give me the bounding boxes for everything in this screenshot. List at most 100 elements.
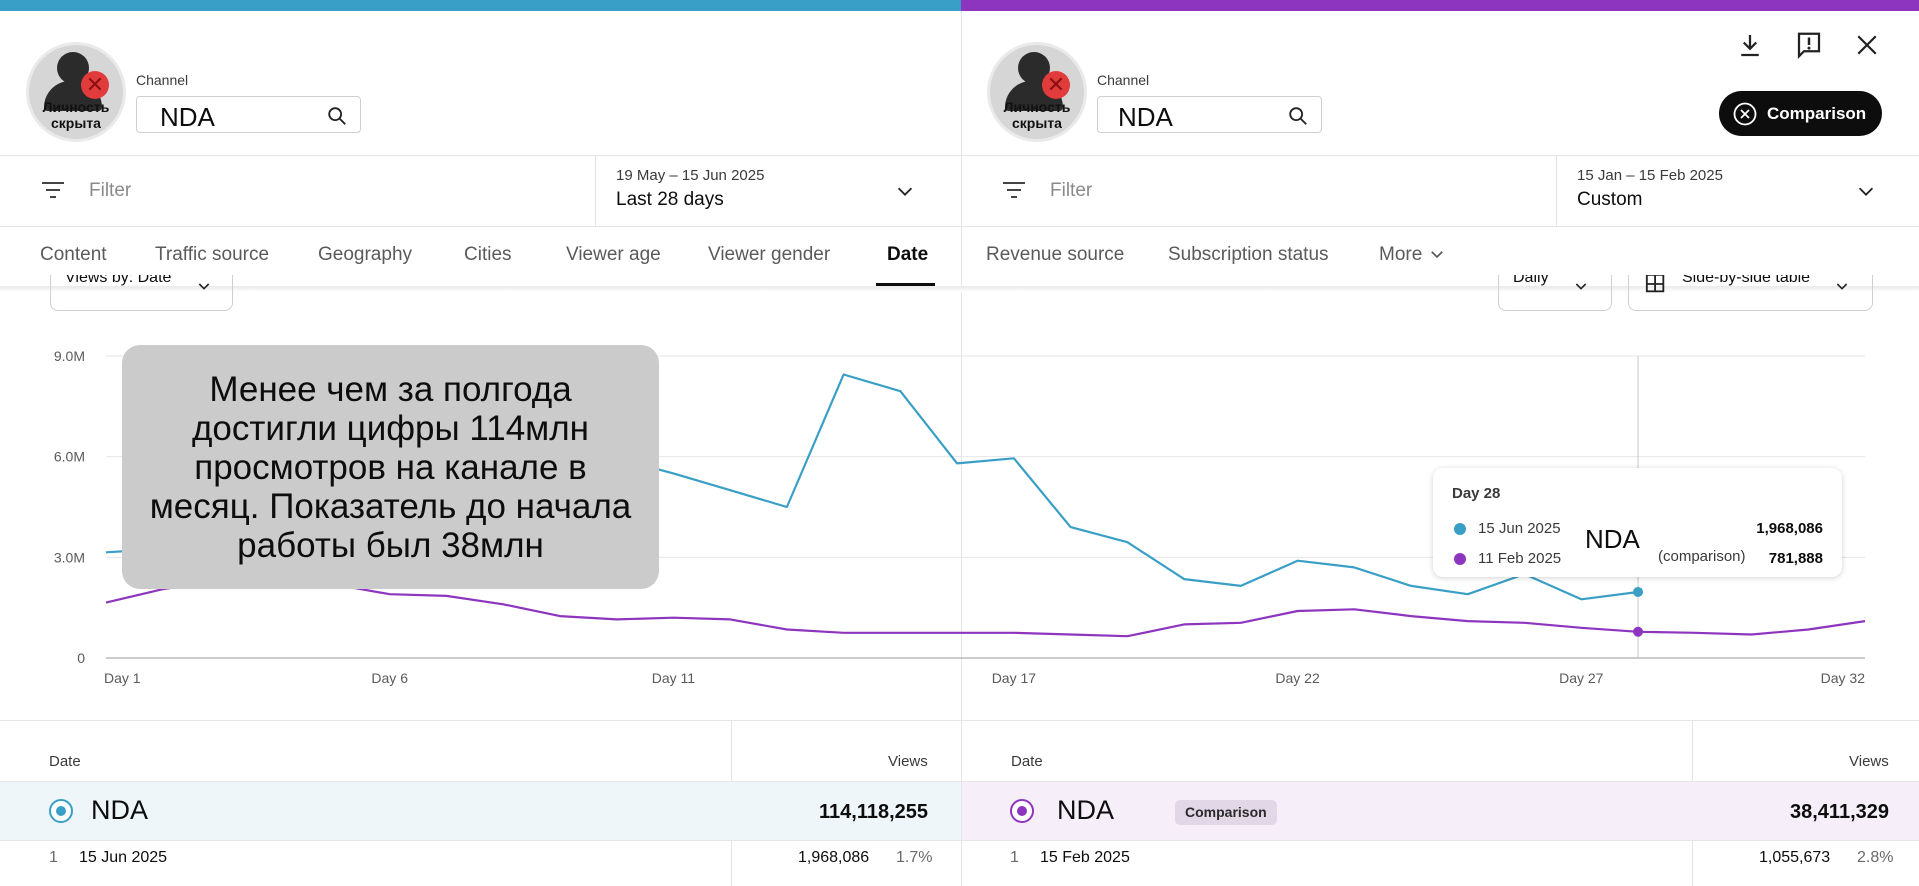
row-views: 1,968,086 (798, 849, 870, 866)
column-header-date[interactable]: Date (1011, 753, 1043, 770)
filter-input[interactable]: Filter (1050, 180, 1093, 201)
tab-geography[interactable]: Geography (318, 244, 413, 265)
table-row-divider (0, 840, 1919, 841)
view-select[interactable]: Side-by-side table (1628, 275, 1873, 311)
table-header-divider (0, 781, 1919, 782)
series-dot (1454, 523, 1466, 535)
tab-subscription-status[interactable]: Subscription status (1168, 244, 1329, 265)
tooltip-row-label: 11 Feb 2025 (1478, 550, 1562, 567)
channel-label: Channel (136, 72, 189, 88)
tooltip-title: Day 28 (1452, 485, 1501, 502)
tab-cities[interactable]: Cities (464, 244, 512, 265)
column-header-views[interactable]: Views (1849, 753, 1889, 770)
comparison-badge: Comparison (1175, 800, 1277, 825)
row-views: 1,055,673 (1759, 849, 1831, 866)
tabs-shadow (0, 286, 1919, 292)
close-icon: ✕ (1042, 71, 1070, 99)
series-dot (1454, 553, 1466, 565)
search-icon[interactable] (1287, 105, 1309, 127)
panel-divider (961, 11, 962, 886)
header-divider (0, 155, 1919, 156)
row-rank: 1 (1010, 849, 1019, 866)
tooltip-row-label: 15 Jun 2025 (1478, 520, 1561, 537)
date-range-text: 15 Jan – 15 Feb 2025 (1577, 167, 1723, 184)
column-header-date[interactable]: Date (49, 753, 81, 770)
channel-search-field[interactable]: NDA (1097, 96, 1322, 133)
comparison-button[interactable]: Comparison (1719, 91, 1882, 136)
x-tick-label: Day 6 (371, 670, 408, 686)
filter-date-divider (595, 156, 596, 226)
channel-avatar: ✕ Личность скрыта (26, 42, 126, 142)
total-views: 114,118,255 (819, 801, 929, 823)
filter-input[interactable]: Filter (89, 180, 132, 201)
granularity-select[interactable]: Daily (1498, 275, 1612, 311)
date-preset-select[interactable]: Custom (1577, 189, 1643, 210)
row-share: 2.8% (1857, 849, 1894, 866)
primary-color-stripe (0, 0, 961, 11)
tab-date[interactable]: Date (887, 244, 929, 265)
y-tick-label: 9.0M (54, 348, 85, 364)
comparison-color-stripe (961, 0, 1919, 11)
filter-date-divider (1556, 156, 1557, 226)
feedback-icon[interactable] (1794, 30, 1824, 60)
chevron-down-icon (1836, 283, 1848, 290)
tooltip-channel: NDA (1585, 524, 1640, 554)
column-header-views[interactable]: Views (888, 753, 928, 770)
total-row (0, 782, 961, 840)
date-range-text: 19 May – 15 Jun 2025 (616, 167, 765, 184)
close-icon[interactable] (1852, 30, 1882, 60)
tab-content[interactable]: Content (40, 244, 107, 265)
x-axis-ticks: Day 1 Day 6 Day 11 Day 17 Day 22 Day 27 Day 32 (104, 670, 1865, 686)
x-tick-label: Day 17 (992, 670, 1037, 686)
metric-select-label: Views by: Date (65, 275, 172, 286)
tab-viewer-age[interactable]: Viewer age (566, 244, 661, 265)
hover-point (1633, 586, 1644, 597)
total-row (962, 782, 1919, 840)
channel-label: Channel (1097, 72, 1150, 88)
granularity-select-label: Daily (1513, 275, 1549, 286)
close-icon: ✕ (81, 71, 109, 99)
search-icon[interactable] (326, 105, 348, 127)
hover-point (1633, 626, 1644, 637)
row-share: 1.7% (896, 849, 933, 866)
channel-search-field[interactable]: NDA (136, 96, 361, 133)
tab-viewer-gender[interactable]: Viewer gender (708, 244, 831, 265)
row-rank: 1 (49, 849, 58, 866)
download-icon[interactable] (1735, 30, 1765, 60)
x-tick-label: Day 22 (1275, 670, 1320, 686)
active-tab-indicator (876, 283, 935, 286)
chevron-down-icon (1575, 283, 1587, 290)
avatar-text: Личность скрыта (42, 99, 110, 131)
channel-value: NDA (160, 102, 215, 132)
chevron-down-icon (1430, 251, 1443, 259)
annotation-overlay: Менее чем за полгода достигли цифры 114м… (122, 345, 659, 589)
avatar-text: Личность скрыта (1003, 99, 1071, 131)
table-view-icon (1645, 275, 1665, 293)
series-radio[interactable] (1010, 799, 1034, 823)
hover-points (1633, 586, 1644, 637)
annotation-text: Менее чем за полгода достигли цифры 114м… (149, 369, 632, 565)
x-tick-label: Day 27 (1559, 670, 1604, 686)
channel-value: NDA (1118, 102, 1173, 132)
channel-avatar: ✕ Личность скрыта (987, 42, 1087, 142)
close-circle-icon (1733, 102, 1757, 125)
tab-traffic-source[interactable]: Traffic source (155, 244, 270, 265)
y-axis-ticks: 0 3.0M 6.0M 9.0M (54, 348, 85, 666)
series-radio[interactable] (49, 799, 73, 823)
filter-icon[interactable] (40, 178, 66, 202)
tab-more[interactable]: More (1379, 244, 1446, 266)
y-tick-label: 6.0M (54, 449, 85, 465)
chevron-down-icon[interactable] (1855, 180, 1877, 202)
x-tick-label: Day 11 (652, 670, 696, 686)
chevron-down-icon[interactable] (894, 180, 916, 202)
date-preset-select[interactable]: Last 28 days (616, 189, 724, 210)
filter-icon[interactable] (1001, 178, 1027, 202)
metric-select[interactable]: Views by: Date (50, 275, 233, 311)
total-row-name: NDA (91, 795, 149, 825)
tab-revenue-source[interactable]: Revenue source (986, 244, 1125, 265)
y-tick-label: 3.0M (54, 549, 85, 565)
x-tick-label: Day 1 (104, 670, 141, 686)
row-date: 15 Jun 2025 (79, 849, 168, 866)
tab-more-label: More (1379, 244, 1423, 265)
tooltip-row-value: 1,968,086 (1756, 520, 1823, 537)
